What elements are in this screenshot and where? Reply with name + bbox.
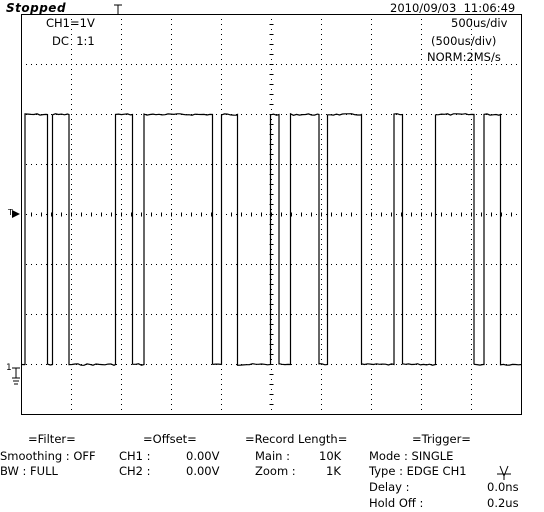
trigger-level-label: T bbox=[8, 208, 13, 217]
record-main-label: Main : bbox=[255, 449, 290, 463]
offset-ch1-value: 0.00V bbox=[186, 449, 220, 463]
trigger-delay-label: Delay : bbox=[369, 480, 410, 494]
offset-title: =Offset= bbox=[143, 432, 197, 446]
ground-label: 1 bbox=[6, 363, 12, 373]
record-zoom-value: 1K bbox=[326, 464, 341, 478]
record-main-value: 10K bbox=[319, 449, 342, 463]
bw-setting: BW : FULL bbox=[0, 464, 58, 478]
trigger-level-marker-icon bbox=[12, 210, 20, 218]
trigger-type: Type : EDGE CH1 bbox=[369, 464, 467, 478]
date-time: 2010/09/03 11:06:49 bbox=[390, 1, 516, 15]
record-zoom-label: Zoom : bbox=[255, 464, 296, 478]
trigger-position-marker-icon bbox=[114, 4, 122, 15]
trigger-mode: Mode : SINGLE bbox=[369, 449, 454, 463]
offset-ch2-label: CH2 : bbox=[119, 464, 151, 478]
timebase: 500us/div bbox=[451, 16, 508, 30]
ground-marker-icon bbox=[12, 367, 20, 385]
smoothing-setting: Smoothing : OFF bbox=[0, 449, 96, 463]
acquisition-mode: NORM:2MS/s bbox=[427, 50, 501, 64]
ch1-waveform-trace bbox=[21, 112, 522, 366]
channel-coupling: DC 1:1 bbox=[52, 34, 95, 48]
trigger-title: =Trigger= bbox=[412, 432, 471, 446]
trigger-holdoff-value: 0.2us bbox=[487, 496, 519, 510]
offset-ch2-value: 0.00V bbox=[186, 464, 220, 478]
channel-scale: CH1=1V bbox=[46, 16, 95, 30]
record-length-title: =Record Length= bbox=[245, 432, 348, 446]
filter-title: =Filter= bbox=[28, 432, 76, 446]
offset-ch1-label: CH1 : bbox=[119, 449, 151, 463]
trigger-delay-value: 0.0ns bbox=[487, 480, 519, 494]
trigger-holdoff-label: Hold Off : bbox=[369, 496, 424, 510]
timebase-zoom: (500us/div) bbox=[431, 34, 497, 48]
acquisition-status: Stopped bbox=[6, 1, 67, 15]
